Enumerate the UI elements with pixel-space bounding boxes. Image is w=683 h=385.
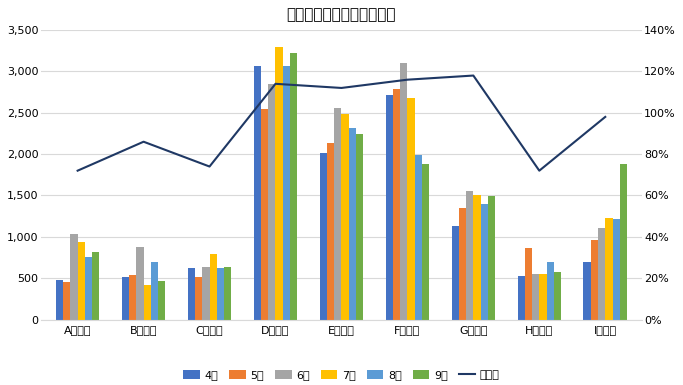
Bar xyxy=(518,276,525,320)
達成率 xyxy=(74,168,82,173)
Bar xyxy=(422,164,429,320)
Bar xyxy=(349,129,356,320)
Bar xyxy=(393,89,400,320)
達成率 xyxy=(337,85,346,90)
Bar xyxy=(195,277,202,320)
Bar xyxy=(290,53,297,320)
Bar xyxy=(407,98,415,320)
Bar xyxy=(619,164,627,320)
Bar xyxy=(78,242,85,320)
Bar xyxy=(210,254,217,320)
Bar xyxy=(598,228,605,320)
Bar xyxy=(334,108,342,320)
Bar xyxy=(488,196,495,320)
Bar xyxy=(540,275,546,320)
Bar xyxy=(122,276,129,320)
Bar xyxy=(386,95,393,320)
達成率 xyxy=(271,82,279,86)
達成率 xyxy=(206,164,214,169)
Bar xyxy=(137,247,143,320)
Bar xyxy=(546,263,554,320)
Bar xyxy=(151,263,158,320)
Bar xyxy=(342,114,349,320)
達成率 xyxy=(139,139,148,144)
達成率 xyxy=(403,77,411,82)
Bar xyxy=(85,257,92,320)
Bar xyxy=(583,262,591,320)
Bar xyxy=(466,191,473,320)
Bar xyxy=(56,280,63,320)
Bar xyxy=(554,273,561,320)
Bar xyxy=(532,275,540,320)
Bar xyxy=(613,219,619,320)
Bar xyxy=(473,196,481,320)
Bar xyxy=(253,65,261,320)
Bar xyxy=(605,218,613,320)
Bar xyxy=(158,281,165,320)
Bar xyxy=(525,248,532,320)
達成率 xyxy=(469,73,477,78)
Bar xyxy=(188,268,195,320)
Bar xyxy=(224,267,232,320)
Bar xyxy=(415,155,422,320)
Legend: 4月, 5月, 6月, 7月, 8月, 9月, 達成率: 4月, 5月, 6月, 7月, 8月, 9月, 達成率 xyxy=(179,366,504,385)
Bar xyxy=(459,208,466,320)
Line: 達成率: 達成率 xyxy=(78,75,605,171)
Bar xyxy=(320,153,327,320)
達成率 xyxy=(535,168,544,173)
Bar xyxy=(217,268,224,320)
Bar xyxy=(92,252,100,320)
達成率 xyxy=(601,115,609,119)
Bar xyxy=(63,282,70,320)
Bar xyxy=(451,226,459,320)
Title: 営業所別　売上達成グラフ: 営業所別 売上達成グラフ xyxy=(287,7,396,22)
Bar xyxy=(481,204,488,320)
Bar xyxy=(268,84,275,320)
Bar xyxy=(202,267,210,320)
Bar xyxy=(283,67,290,320)
Bar xyxy=(275,47,283,320)
Bar xyxy=(591,240,598,320)
Bar xyxy=(143,285,151,320)
Bar xyxy=(129,275,137,320)
Bar xyxy=(261,109,268,320)
Bar xyxy=(400,63,407,320)
Bar xyxy=(356,134,363,320)
Bar xyxy=(327,142,334,320)
Bar xyxy=(70,234,78,320)
